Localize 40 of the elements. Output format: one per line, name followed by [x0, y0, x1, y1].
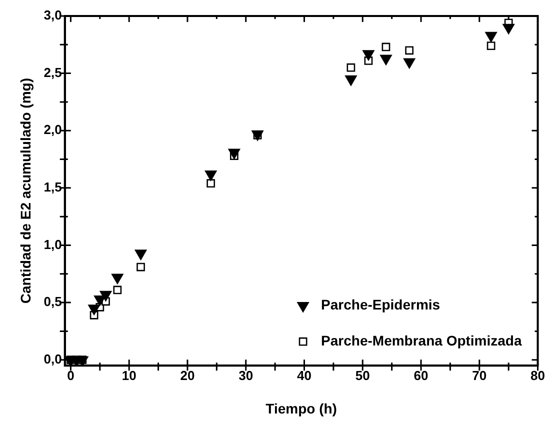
point: [206, 179, 216, 188]
x-tick-label: 50: [355, 368, 370, 383]
point: [502, 24, 514, 34]
y-tick-label: 0,5: [44, 294, 62, 310]
legend-label: Parche-Membrana Optimizada: [321, 332, 522, 348]
point: [100, 290, 112, 302]
x-tick-label: 80: [530, 368, 546, 383]
point: [204, 170, 217, 181]
x-tick-label: 10: [122, 368, 136, 383]
x-axis-title: Tiempo (h): [266, 400, 337, 416]
y-tick-label: 1,0: [44, 236, 62, 252]
point: [112, 274, 124, 284]
x-tick-label: 20: [180, 368, 195, 383]
point: [382, 42, 390, 52]
point: [380, 54, 392, 66]
point: [403, 58, 416, 68]
y-tick-label: 3,0: [44, 8, 62, 23]
y-axis-title: Cantidad de E2 acumululado (mg): [17, 78, 34, 304]
point: [346, 63, 356, 72]
point: [94, 295, 106, 306]
point: [136, 262, 145, 272]
legend-label: Parche-Epidermis: [321, 296, 440, 312]
y-tick-label: 1,5: [44, 180, 62, 195]
point: [486, 42, 496, 50]
x-tick-label: 0: [67, 368, 74, 383]
point: [362, 50, 374, 60]
point: [228, 148, 240, 160]
y-tick-label: 2,5: [44, 64, 62, 80]
x-tick-label: 30: [238, 368, 254, 383]
point: [345, 75, 357, 86]
point: [113, 286, 122, 294]
y-tick-label: 0,0: [44, 351, 62, 366]
x-tick-label: 70: [472, 368, 487, 383]
point: [88, 304, 100, 315]
x-tick-label: 60: [414, 368, 428, 383]
point: [485, 32, 497, 42]
x-tick-label: 40: [297, 368, 312, 383]
point: [134, 250, 147, 260]
point: [405, 46, 414, 55]
y-tick-label: 2,0: [44, 122, 62, 138]
